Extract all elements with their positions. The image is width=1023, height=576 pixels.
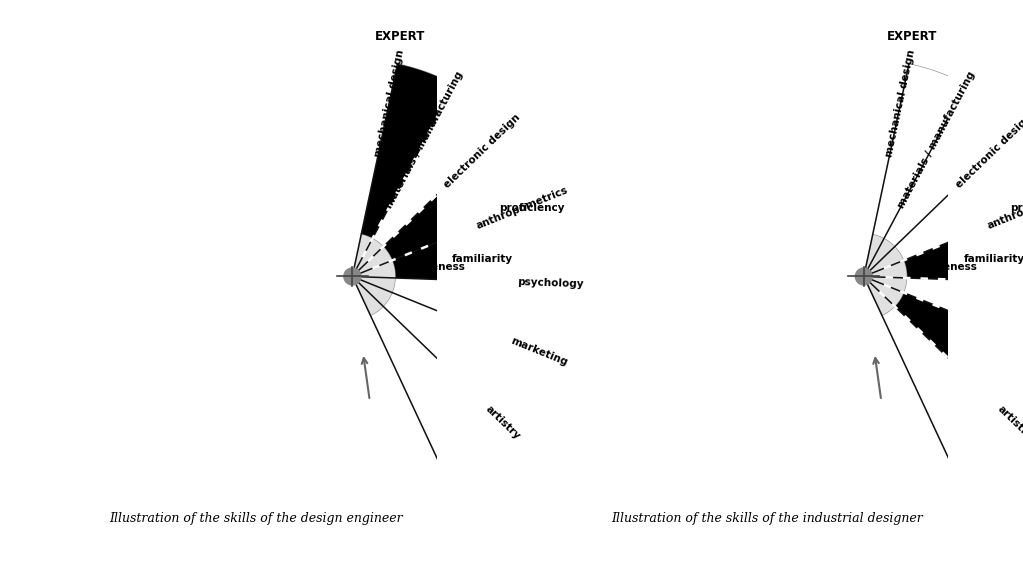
Text: artistry: artistry: [995, 403, 1023, 441]
Text: proficiency: proficiency: [499, 203, 565, 213]
Polygon shape: [384, 126, 553, 260]
Text: materials / manufacturing: materials / manufacturing: [896, 70, 977, 210]
Text: marketing: marketing: [1021, 336, 1023, 368]
Text: anthropometrics: anthropometrics: [475, 185, 569, 231]
Circle shape: [344, 268, 361, 285]
Text: familiarity: familiarity: [452, 254, 514, 264]
Polygon shape: [904, 195, 1023, 284]
Text: anthropometrics: anthropometrics: [986, 185, 1023, 231]
Polygon shape: [904, 278, 1023, 358]
Polygon shape: [352, 64, 570, 473]
Circle shape: [855, 268, 873, 285]
Text: proficiency: proficiency: [1011, 203, 1023, 213]
Text: psychology: psychology: [518, 277, 584, 290]
Text: Illustration of the skills of the design engineer: Illustration of the skills of the design…: [108, 512, 403, 525]
Text: mechanical design: mechanical design: [372, 49, 405, 158]
Text: EXPERT: EXPERT: [375, 29, 426, 43]
Text: electronic design: electronic design: [953, 112, 1023, 190]
Text: EXPERT: EXPERT: [887, 29, 937, 43]
Text: mechanical design: mechanical design: [884, 49, 917, 158]
Text: materials / manufacturing: materials / manufacturing: [385, 70, 465, 210]
Polygon shape: [393, 278, 570, 358]
Text: familiarity: familiarity: [964, 254, 1023, 264]
Text: awareness: awareness: [403, 262, 465, 272]
Polygon shape: [361, 64, 454, 238]
Polygon shape: [895, 293, 1023, 427]
Polygon shape: [884, 85, 1020, 247]
Polygon shape: [873, 64, 966, 238]
Text: electronic design: electronic design: [442, 112, 523, 190]
Text: Illustration of the skills of the industrial designer: Illustration of the skills of the indust…: [612, 512, 923, 525]
Polygon shape: [895, 126, 1023, 260]
Polygon shape: [384, 293, 553, 427]
Text: marketing: marketing: [509, 336, 569, 368]
Polygon shape: [372, 85, 508, 247]
Polygon shape: [370, 306, 508, 473]
Text: awareness: awareness: [915, 262, 977, 272]
Polygon shape: [863, 64, 1023, 473]
Text: artistry: artistry: [484, 403, 523, 441]
Polygon shape: [882, 306, 1020, 473]
Polygon shape: [393, 242, 444, 280]
